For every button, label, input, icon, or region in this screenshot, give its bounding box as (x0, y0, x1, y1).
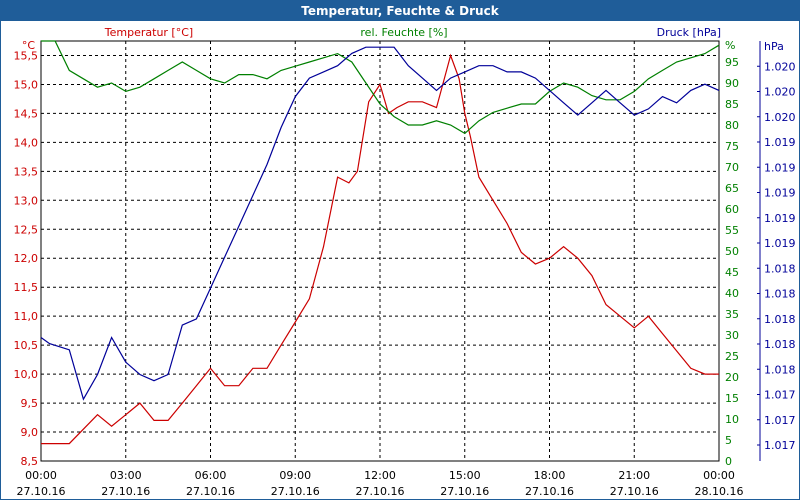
pressure-tick-label: 1.020 (764, 111, 796, 124)
humidity-tick-label: 30 (725, 329, 739, 342)
temperature-tick-label: 10,0 (14, 368, 39, 381)
humidity-tick-label: 80 (725, 119, 739, 132)
humidity-tick-label: 0 (725, 455, 732, 468)
x-tick-date: 27.10.16 (17, 485, 66, 498)
humidity-tick-label: 25 (725, 350, 739, 363)
pressure-tick-label: 1.019 (764, 237, 796, 250)
humidity-tick-label: 70 (725, 161, 739, 174)
humidity-series-line (41, 40, 720, 135)
humidity-tick-label: 90 (725, 77, 739, 90)
x-tick-time: 00:00 (703, 469, 735, 482)
temperature-tick-label: 8,5 (21, 455, 39, 468)
pressure-tick-label: 1.017 (764, 414, 796, 427)
pressure-unit-label: hPa (764, 40, 784, 53)
pressure-tick-label: 1.017 (764, 439, 796, 452)
pressure-tick-label: 1.019 (764, 187, 796, 200)
temperature-tick-label: 13,0 (14, 194, 39, 207)
pressure-tick-label: 1.019 (764, 212, 796, 225)
x-tick-date: 27.10.16 (271, 485, 320, 498)
humidity-axis-label: rel. Feuchte [%] (360, 26, 447, 39)
pressure-tick-label: 1.017 (764, 389, 796, 402)
temperature-tick-label: 11,0 (14, 310, 39, 323)
temperature-tick-label: 12,5 (14, 223, 39, 236)
humidity-tick-label: 60 (725, 203, 739, 216)
temperature-tick-label: 15,0 (14, 78, 39, 91)
temperature-unit-label: °C (22, 39, 36, 52)
x-tick-date: 27.10.16 (356, 485, 405, 498)
temperature-tick-label: 15,5 (14, 49, 39, 62)
x-tick-date: 27.10.16 (610, 485, 659, 498)
humidity-tick-label: 40 (725, 287, 739, 300)
x-tick-time: 06:00 (195, 469, 227, 482)
humidity-tick-label: 35 (725, 308, 739, 321)
humidity-tick-label: 10 (725, 413, 739, 426)
x-tick-time: 00:00 (25, 469, 57, 482)
pressure-axis-label: Druck [hPa] (657, 26, 721, 39)
humidity-tick-label: 95 (725, 56, 739, 69)
chart-title: Temperatur, Feuchte & Druck (1, 1, 799, 21)
temperature-tick-label: 9,5 (21, 397, 39, 410)
pressure-tick-label: 1.020 (764, 86, 796, 99)
weather-chart: 8,5 9,0 9,5 10,0 10,5 11,0 11,5 12,0 12,5 13,0 13,… (14, 26, 796, 498)
pressure-tick-label: 1.018 (764, 288, 796, 301)
humidity-tick-label: 65 (725, 182, 739, 195)
temperature-tick-label: 11,5 (14, 281, 39, 294)
humidity-tick-label: 50 (725, 245, 739, 258)
x-tick-date: 27.10.16 (525, 485, 574, 498)
humidity-tick-label: 5 (725, 434, 732, 447)
pressure-series-line (40, 46, 720, 401)
pressure-tick-label: 1.019 (764, 136, 796, 149)
humidity-tick-label: 20 (725, 371, 739, 384)
temperature-tick-label: 12,0 (14, 252, 39, 265)
x-tick-time: 09:00 (279, 469, 311, 482)
humidity-unit-label: % (725, 39, 735, 52)
x-tick-date: 28.10.16 (695, 485, 744, 498)
pressure-tick-label: 1.018 (764, 363, 796, 376)
temperature-tick-label: 13,5 (14, 165, 39, 178)
pressure-tick-label: 1.019 (764, 161, 796, 174)
x-tick-time: 18:00 (534, 469, 566, 482)
pressure-tick-label: 1.020 (764, 60, 796, 73)
temperature-tick-label: 10,5 (14, 339, 39, 352)
temperature-series-line (41, 53, 719, 445)
x-tick-time: 21:00 (618, 469, 650, 482)
pressure-tick-label: 1.018 (764, 313, 796, 326)
x-tick-time: 12:00 (364, 469, 396, 482)
humidity-tick-label: 15 (725, 392, 739, 405)
temperature-tick-label: 14,5 (14, 107, 39, 120)
temperature-tick-label: 9,0 (21, 426, 39, 439)
temperature-tick-label: 14,0 (14, 136, 39, 149)
x-tick-date: 27.10.16 (440, 485, 489, 498)
x-tick-time: 03:00 (110, 469, 142, 482)
x-tick-date: 27.10.16 (186, 485, 235, 498)
temperature-axis-label: Temperatur [°C] (104, 26, 193, 39)
pressure-tick-label: 1.018 (764, 262, 796, 275)
humidity-tick-label: 75 (725, 140, 739, 153)
humidity-tick-label: 45 (725, 266, 739, 279)
humidity-tick-label: 55 (725, 224, 739, 237)
x-tick-time: 15:00 (449, 469, 481, 482)
humidity-tick-label: 85 (725, 98, 739, 111)
x-tick-date: 27.10.16 (101, 485, 150, 498)
pressure-tick-label: 1.018 (764, 338, 796, 351)
